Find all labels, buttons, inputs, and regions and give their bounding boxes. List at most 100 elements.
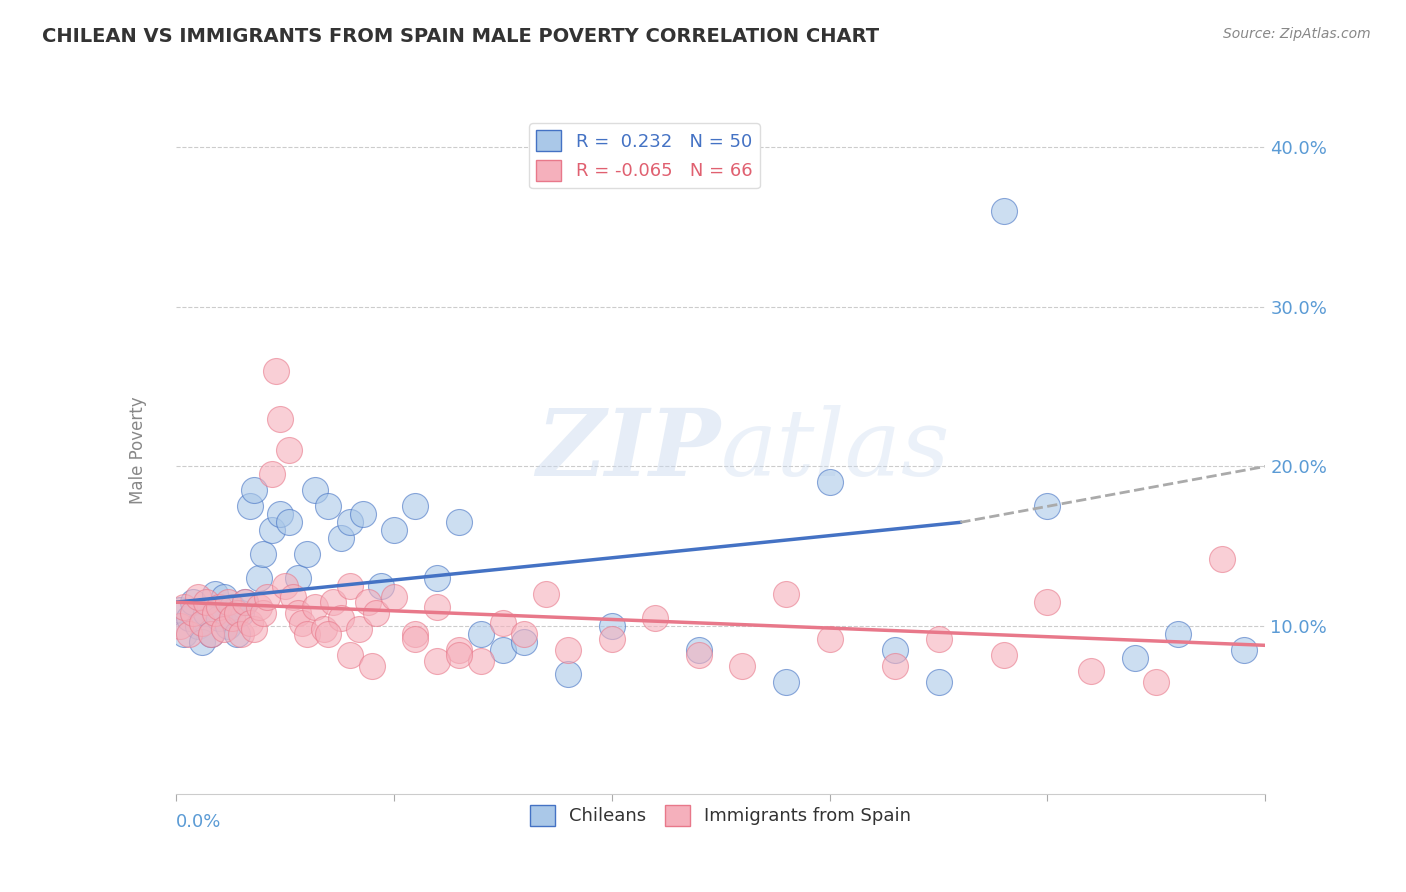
Point (928, 632, 950, 646)
Point (492, 643, 515, 657)
Point (278, 443, 301, 458)
Point (231, 607, 253, 621)
Point (513, 635, 536, 649)
Text: Source: ZipAtlas.com: Source: ZipAtlas.com (1223, 27, 1371, 41)
Point (688, 643, 710, 657)
Point (775, 675, 797, 690)
Point (318, 500, 340, 514)
Point (191, 615, 214, 630)
Point (347, 623, 370, 637)
Point (360, 659, 382, 673)
Point (426, 654, 449, 668)
Text: Male Poverty: Male Poverty (128, 397, 146, 504)
Text: 0.0%: 0.0% (176, 814, 221, 831)
Point (470, 627, 492, 641)
Point (492, 615, 515, 630)
Point (260, 467, 283, 482)
Point (352, 508, 374, 522)
Point (186, 619, 209, 633)
Point (287, 571, 309, 585)
Point (928, 675, 950, 690)
Point (382, 524, 405, 538)
Point (1211, 552, 1233, 566)
Point (252, 607, 274, 621)
Point (225, 607, 247, 621)
Point (217, 595, 239, 609)
Point (339, 648, 361, 662)
Point (304, 599, 326, 614)
Point (235, 595, 257, 609)
Point (339, 579, 361, 593)
Point (225, 627, 247, 641)
Point (204, 587, 226, 601)
Point (287, 607, 309, 621)
Point (243, 623, 266, 637)
Point (231, 627, 253, 641)
Point (169, 603, 191, 617)
Point (217, 619, 239, 633)
Point (513, 627, 536, 641)
Point (269, 508, 291, 522)
Point (1232, 643, 1256, 657)
Point (260, 524, 283, 538)
Point (235, 595, 257, 609)
Point (173, 627, 195, 641)
Point (264, 363, 287, 377)
Point (208, 599, 231, 614)
Point (295, 547, 318, 561)
Point (600, 619, 623, 633)
Text: CHILEAN VS IMMIGRANTS FROM SPAIN MALE POVERTY CORRELATION CHART: CHILEAN VS IMMIGRANTS FROM SPAIN MALE PO… (42, 27, 879, 45)
Point (204, 607, 226, 621)
Point (1167, 627, 1189, 641)
Point (195, 595, 218, 609)
Point (239, 615, 262, 630)
Point (212, 623, 235, 637)
Point (884, 659, 907, 673)
Point (1123, 651, 1146, 665)
Point (169, 619, 191, 633)
Point (1080, 664, 1102, 678)
Point (884, 643, 907, 657)
Point (252, 547, 274, 561)
Point (177, 627, 200, 641)
Point (221, 611, 243, 625)
Text: ZIP: ZIP (536, 406, 721, 495)
Point (1036, 595, 1059, 609)
Point (405, 632, 427, 646)
Point (405, 627, 427, 641)
Point (269, 411, 291, 425)
Point (312, 623, 335, 637)
Point (818, 632, 841, 646)
Point (283, 591, 305, 605)
Point (688, 648, 710, 662)
Point (557, 643, 579, 657)
Point (426, 571, 449, 585)
Point (181, 595, 204, 609)
Legend: Chileans, Immigrants from Spain: Chileans, Immigrants from Spain (523, 797, 918, 833)
Point (470, 654, 492, 668)
Point (173, 599, 195, 614)
Point (447, 516, 470, 530)
Point (177, 611, 200, 625)
Point (993, 648, 1015, 662)
Point (370, 579, 392, 593)
Point (731, 659, 754, 673)
Point (426, 599, 449, 614)
Point (600, 632, 623, 646)
Point (243, 483, 266, 498)
Point (274, 579, 297, 593)
Point (322, 595, 344, 609)
Point (304, 483, 326, 498)
Point (382, 591, 405, 605)
Point (295, 627, 318, 641)
Point (247, 571, 270, 585)
Point (291, 615, 314, 630)
Point (221, 599, 243, 614)
Point (330, 531, 353, 545)
Point (186, 591, 209, 605)
Point (200, 627, 222, 641)
Point (534, 587, 557, 601)
Point (256, 591, 278, 605)
Point (993, 203, 1015, 218)
Point (212, 591, 235, 605)
